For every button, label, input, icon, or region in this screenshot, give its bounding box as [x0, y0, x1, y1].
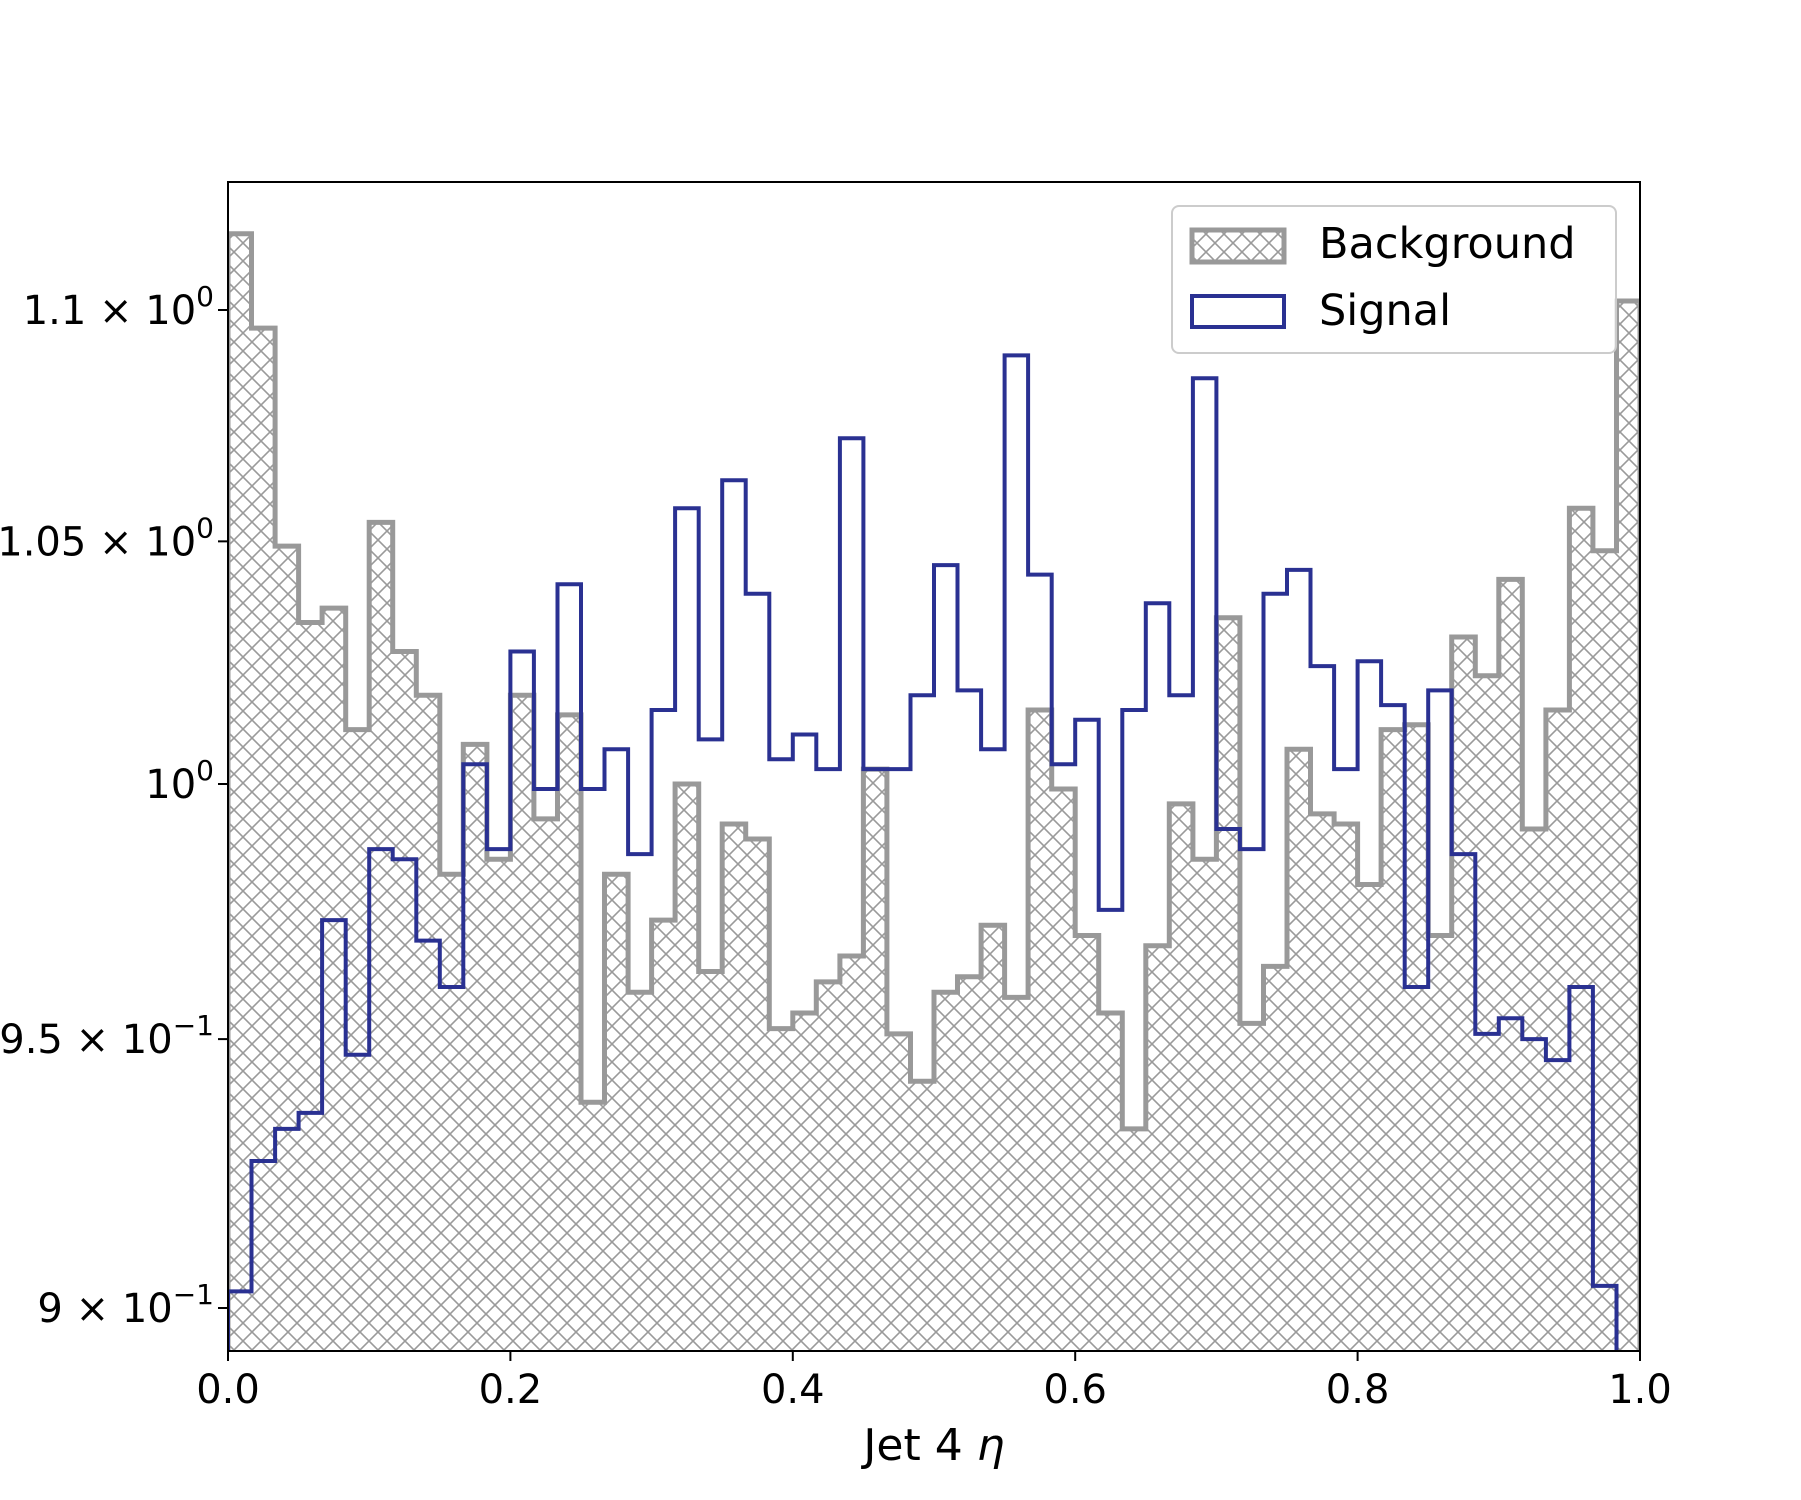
legend: Background Signal: [1171, 205, 1617, 354]
legend-swatch-signal: [1190, 294, 1286, 329]
x-axis-title-symbol: η: [977, 1420, 1005, 1471]
x-tick-label: 0.6: [1043, 1367, 1107, 1413]
x-axis-title-text: Jet 4: [860, 1420, 962, 1471]
y-tick-label: 100: [145, 754, 214, 808]
y-axis: 1.1 × 100 1.05 × 100 100 9.5 × 10−1 9 × 10−1: [0, 280, 228, 1332]
y-tick-label: 1.05 × 100: [0, 511, 214, 565]
legend-label-background: Background: [1319, 219, 1576, 269]
x-axis: 0.0 0.2 0.4 0.6 0.8 1.0: [196, 1351, 1672, 1413]
x-tick-label: 0.0: [196, 1367, 260, 1413]
x-tick-label: 0.8: [1326, 1367, 1390, 1413]
y-tick-label: 9 × 10−1: [37, 1278, 214, 1332]
y-tick-label: 9.5 × 10−1: [0, 1009, 214, 1063]
plot-frame: [227, 181, 1641, 1352]
legend-swatch-background: [1189, 227, 1287, 265]
x-tick-label: 0.2: [479, 1367, 543, 1413]
x-axis-title: Jet 4 η: [860, 1420, 1004, 1471]
signal-histogram-outline: [228, 353, 1619, 1351]
y-tick-label: 1.1 × 100: [23, 280, 214, 334]
x-tick-label: 0.4: [761, 1367, 825, 1413]
plot-area: [228, 231, 1640, 1351]
x-tick-label: 1.0: [1608, 1367, 1672, 1413]
legend-label-signal: Signal: [1319, 286, 1451, 336]
